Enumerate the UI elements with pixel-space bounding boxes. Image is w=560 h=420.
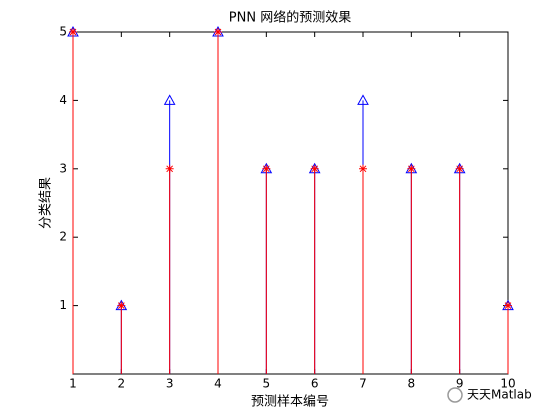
watermark-icon (447, 387, 463, 403)
x-tick-label: 4 (214, 377, 222, 391)
y-axis-label: 分类结果 (39, 177, 54, 229)
x-tick-label: 10 (500, 377, 515, 391)
marker-asterisk (359, 164, 367, 173)
marker-asterisk (310, 164, 319, 173)
marker-asterisk (455, 164, 464, 173)
marker-asterisk (407, 164, 416, 173)
marker-asterisk (262, 164, 271, 173)
marker-asterisk (504, 301, 512, 310)
stem (69, 28, 77, 374)
stem (359, 164, 367, 374)
y-tick-label: 2 (59, 230, 67, 244)
chart-title: PNN 网络的预测效果 (229, 10, 351, 26)
x-tick-label: 5 (263, 377, 271, 391)
marker-asterisk (69, 28, 77, 36)
stem (117, 301, 126, 374)
plot-area (72, 31, 509, 375)
stem (165, 164, 174, 374)
stem (504, 301, 512, 374)
stem (310, 164, 319, 374)
stem (214, 28, 222, 374)
x-axis-label: 预测样本编号 (251, 395, 329, 410)
marker-asterisk (165, 164, 174, 173)
y-tick-label: 5 (59, 25, 67, 39)
x-tick-label: 3 (166, 377, 174, 391)
marker-triangle (163, 94, 176, 105)
stem (455, 164, 464, 374)
y-tick-label: 3 (59, 161, 67, 175)
stem (407, 164, 416, 374)
marker-asterisk (117, 301, 126, 310)
y-tick-label: 4 (59, 93, 67, 107)
x-tick-label: 2 (118, 377, 126, 391)
x-tick-label: 1 (69, 377, 77, 391)
marker-asterisk (214, 28, 222, 36)
x-tick-label: 7 (359, 377, 367, 391)
y-tick-label: 1 (59, 298, 67, 312)
marker-triangle (357, 94, 369, 105)
watermark: 天天Matlab (467, 388, 532, 402)
x-tick-label: 6 (311, 377, 319, 391)
x-tick-label: 8 (408, 377, 416, 391)
x-tick-label: 9 (456, 377, 464, 391)
stem (262, 164, 271, 374)
